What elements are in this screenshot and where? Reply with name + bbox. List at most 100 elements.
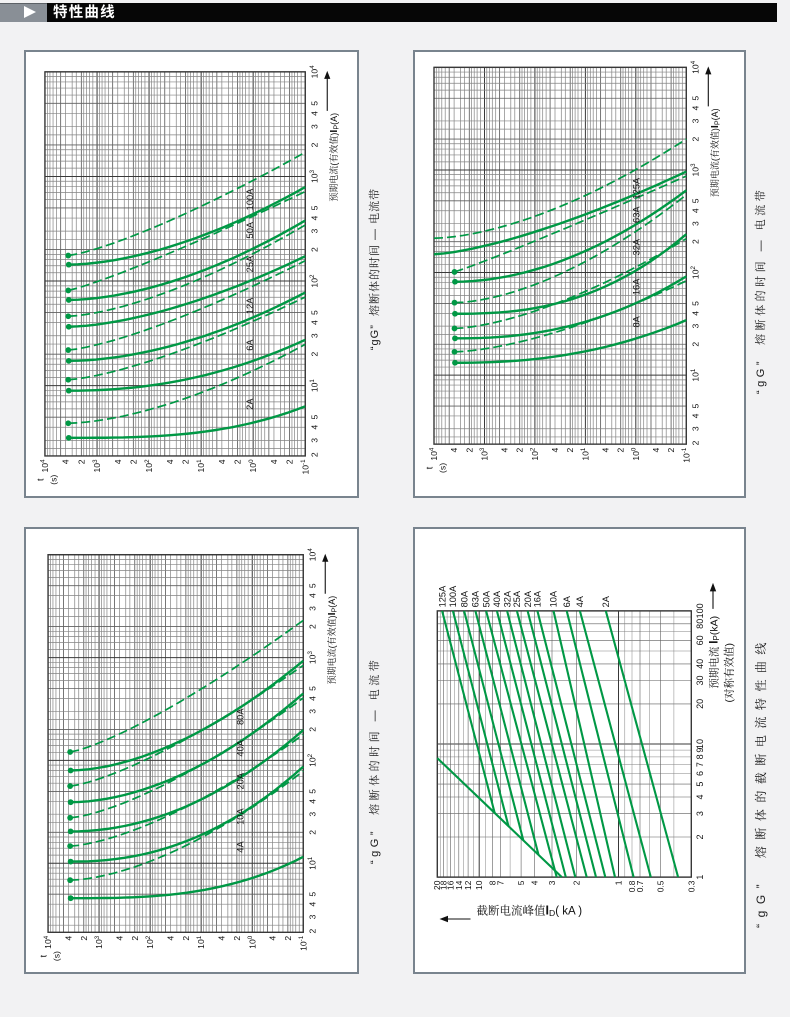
svg-text:t: t [424, 466, 434, 469]
svg-text:6A: 6A [245, 338, 255, 350]
svg-text:101: 101 [307, 856, 317, 870]
svg-text:2: 2 [308, 829, 318, 834]
svg-text:5: 5 [690, 198, 700, 203]
svg-text:t: t [39, 954, 49, 957]
svg-text:125A: 125A [437, 584, 447, 607]
svg-text:5: 5 [308, 891, 318, 896]
svg-text:3: 3 [690, 323, 700, 328]
svg-text:3: 3 [547, 880, 557, 885]
svg-text:截断电流峰值ID( kA ): 截断电流峰值ID( kA ) [476, 903, 582, 918]
svg-text:2A: 2A [601, 595, 611, 607]
svg-text:100A: 100A [448, 584, 458, 607]
svg-text:4: 4 [310, 111, 320, 116]
svg-text:100: 100 [694, 603, 704, 618]
svg-text:2: 2 [130, 935, 140, 940]
svg-text:预期电流 IP(kA): 预期电流 IP(kA) [707, 615, 721, 688]
svg-text:101: 101 [309, 378, 319, 392]
svg-text:4: 4 [499, 447, 509, 452]
svg-text:63A: 63A [631, 205, 641, 222]
svg-text:2: 2 [694, 834, 704, 839]
svg-text:60: 60 [694, 635, 704, 645]
svg-text:4: 4 [529, 880, 539, 885]
svg-text:3: 3 [690, 118, 700, 123]
svg-text:102: 102 [690, 265, 700, 279]
svg-text:1: 1 [613, 880, 623, 885]
svg-text:4: 4 [690, 105, 700, 110]
svg-text:3: 3 [308, 914, 318, 919]
svg-text:2: 2 [514, 447, 524, 452]
svg-text:2: 2 [181, 459, 191, 464]
svg-text:100: 100 [247, 935, 257, 949]
svg-text:10A: 10A [548, 590, 558, 607]
svg-text:16: 16 [445, 880, 455, 890]
svg-text:25A: 25A [245, 255, 255, 272]
svg-text:103: 103 [690, 163, 700, 177]
svg-text:4: 4 [310, 320, 320, 325]
svg-text:6: 6 [694, 770, 704, 775]
svg-text:6A: 6A [561, 595, 571, 607]
svg-text:预期电流(有效值)IP(A): 预期电流(有效值)IP(A) [708, 108, 721, 197]
svg-text:3: 3 [308, 811, 318, 816]
svg-text:2: 2 [79, 935, 89, 940]
svg-text:103: 103 [92, 459, 102, 473]
svg-text:2: 2 [77, 459, 87, 464]
svg-text:50A: 50A [481, 590, 491, 607]
svg-text:25A: 25A [512, 590, 522, 607]
svg-text:3: 3 [690, 221, 700, 226]
svg-text:101: 101 [196, 459, 206, 473]
svg-text:8: 8 [694, 754, 704, 759]
svg-text:10A: 10A [236, 807, 246, 824]
svg-text:2: 2 [283, 935, 293, 940]
svg-text:0.3: 0.3 [686, 880, 696, 892]
svg-text:8: 8 [487, 880, 497, 885]
svg-text:32A: 32A [502, 590, 512, 607]
svg-text:2: 2 [565, 447, 575, 452]
svg-text:t: t [36, 478, 46, 481]
svg-text:2: 2 [464, 447, 474, 452]
svg-text:10-1: 10-1 [681, 447, 691, 463]
svg-text:30: 30 [694, 675, 704, 685]
svg-text:12A: 12A [245, 297, 255, 314]
svg-text:100: 100 [248, 459, 258, 473]
svg-text:4: 4 [308, 695, 318, 700]
svg-text:40A: 40A [492, 590, 502, 607]
svg-text:4: 4 [550, 447, 560, 452]
svg-text:4: 4 [64, 935, 74, 940]
svg-text:4: 4 [166, 935, 176, 940]
svg-text:102: 102 [309, 274, 319, 288]
svg-text:80A: 80A [236, 707, 246, 724]
svg-text:102: 102 [145, 935, 155, 949]
svg-text:2A: 2A [245, 397, 255, 409]
svg-text:5: 5 [690, 403, 700, 408]
svg-text:1: 1 [694, 874, 704, 879]
svg-text:4: 4 [449, 447, 459, 452]
svg-text:103: 103 [479, 447, 489, 461]
svg-text:0.7: 0.7 [635, 880, 645, 892]
svg-text:2: 2 [310, 247, 320, 252]
svg-text:(s): (s) [49, 474, 59, 484]
svg-text:5: 5 [308, 685, 318, 690]
svg-text:0.5: 0.5 [655, 880, 665, 892]
svg-text:2: 2 [615, 447, 625, 452]
svg-text:预期电流(有效值)IP(A): 预期电流(有效值)IP(A) [328, 113, 341, 202]
svg-text:2: 2 [129, 459, 139, 464]
svg-text:63A: 63A [470, 590, 480, 607]
svg-text:40: 40 [694, 658, 704, 668]
svg-text:4: 4 [308, 901, 318, 906]
svg-text:4A: 4A [575, 595, 585, 607]
svg-text:5: 5 [690, 95, 700, 100]
svg-text:103: 103 [309, 169, 319, 183]
svg-text:(对称有效值): (对称有效值) [722, 643, 735, 703]
svg-text:4: 4 [217, 459, 227, 464]
svg-text:5: 5 [310, 205, 320, 210]
svg-text:100A: 100A [245, 188, 255, 211]
svg-text:预期电流(有效值)IP(A): 预期电流(有效值)IP(A) [326, 595, 339, 684]
svg-text:4: 4 [310, 424, 320, 429]
svg-text:3: 3 [310, 437, 320, 442]
svg-text:20A: 20A [522, 590, 532, 607]
svg-text:104: 104 [40, 459, 50, 473]
svg-text:4A: 4A [236, 840, 246, 852]
svg-text:2: 2 [232, 935, 242, 940]
svg-text:7: 7 [495, 880, 505, 885]
svg-text:4: 4 [600, 447, 610, 452]
